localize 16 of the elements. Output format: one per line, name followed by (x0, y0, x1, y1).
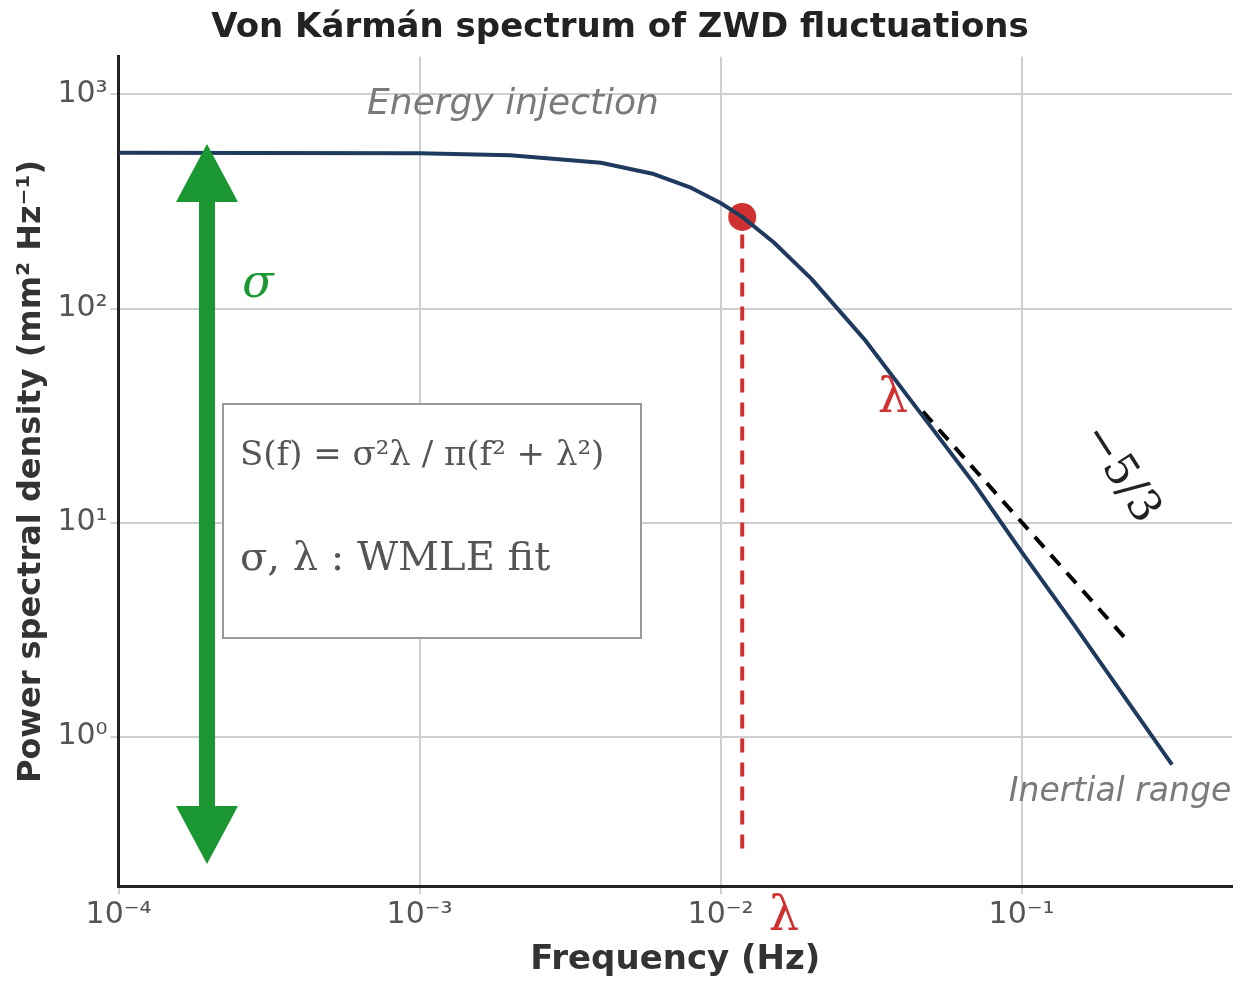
y-tick-label: 10¹ (57, 502, 108, 538)
annotation: S(f) = σ²λ / π(f² + λ²) (240, 433, 606, 473)
y-tick-label: 10² (57, 288, 108, 324)
x-tick-label: 10⁻¹ (988, 895, 1055, 930)
annotation: Inertial range (1008, 769, 1232, 809)
x-tick-label: 10⁻⁴ (85, 895, 152, 930)
y-axis-title: Power spectral density (mm² Hz⁻¹) (9, 159, 48, 784)
x-tick-label: 10⁻² (687, 895, 754, 930)
y-tick-label: 10⁰ (57, 716, 108, 752)
annotation: λ (877, 367, 909, 424)
annotation: σ (242, 253, 276, 308)
x-tick-label: 10⁻³ (386, 895, 453, 930)
annotation: Energy injection (367, 81, 659, 123)
y-tick-label: 10³ (57, 74, 108, 110)
annotation: σ, λ : WMLE fit (240, 533, 552, 579)
chart-title: Von Kármán spectrum of ZWD fluctuations (211, 5, 1029, 46)
